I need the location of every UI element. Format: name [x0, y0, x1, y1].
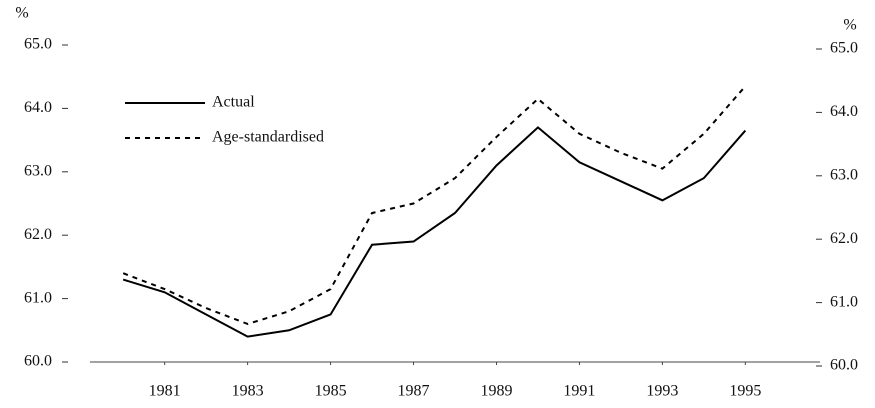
y2-tick-label: 60.0	[830, 357, 858, 374]
x-tick-label: 1985	[315, 383, 347, 400]
y2-axis-label: %	[843, 17, 856, 34]
y2-tick-label: 61.0	[830, 293, 858, 310]
series-line	[122, 85, 747, 326]
y-tick-label: 62.0	[24, 226, 52, 243]
x-tick-label: 1983	[232, 383, 264, 400]
x-tick-label: 1993	[646, 383, 678, 400]
y-tick-label: 61.0	[24, 289, 52, 306]
y-tick-label: 64.0	[24, 99, 52, 116]
y-tick-label: 63.0	[24, 162, 52, 179]
y-axis-label: %	[15, 5, 28, 22]
x-tick-label: 1987	[398, 383, 430, 400]
y2-tick-label: 63.0	[830, 166, 858, 183]
x-tick-label: 1991	[563, 383, 595, 400]
x-tick-label: 1989	[480, 383, 512, 400]
legend-label: Age-standardised	[212, 129, 324, 146]
x-tick-label: 1981	[149, 383, 181, 400]
series-line	[122, 126, 747, 338]
y2-tick-label: 62.0	[830, 230, 858, 247]
y2-tick-label: 64.0	[830, 103, 858, 120]
y-tick-label: 60.0	[24, 353, 52, 370]
y-tick-label: 65.0	[24, 36, 52, 53]
x-tick-label: 1995	[729, 383, 761, 400]
legend-label: Actual	[212, 94, 255, 111]
y2-tick-label: 65.0	[830, 40, 858, 57]
